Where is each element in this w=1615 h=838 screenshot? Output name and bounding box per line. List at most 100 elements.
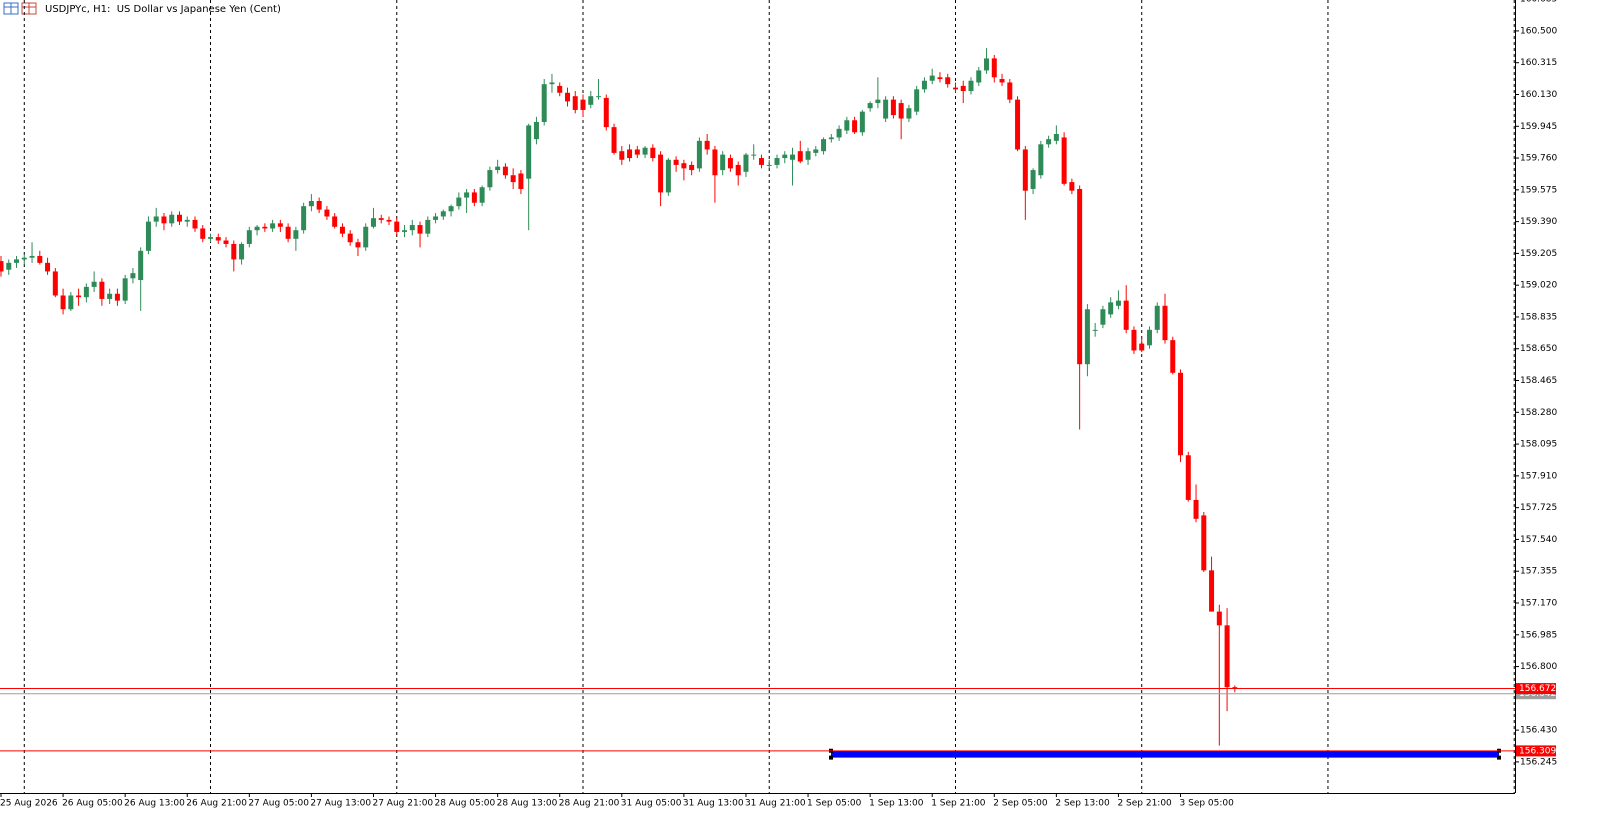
candle-body	[6, 262, 12, 270]
candle-body	[316, 200, 322, 210]
candle-body	[999, 79, 1005, 83]
candle-body	[712, 149, 718, 176]
candle-body	[867, 103, 873, 109]
candle-body	[650, 147, 656, 159]
candle-body	[1216, 611, 1222, 626]
candle-body	[1123, 300, 1129, 330]
y-tick-label: 160.685	[1520, 0, 1557, 5]
candle-body	[417, 225, 423, 234]
y-tick-label: 159.575	[1520, 185, 1557, 195]
candle-body	[634, 149, 640, 155]
candle-body	[215, 237, 221, 241]
candle-body	[976, 70, 982, 83]
candle-body	[813, 149, 819, 153]
candle-body	[52, 271, 58, 296]
y-tick-label: 160.315	[1520, 58, 1557, 68]
candle-body	[1100, 309, 1106, 325]
candle-body	[564, 92, 570, 102]
candle-body	[223, 240, 229, 244]
candle-body	[836, 128, 842, 138]
candle-body	[176, 214, 182, 222]
y-tick-label: 159.205	[1520, 249, 1557, 259]
price-tag	[1516, 683, 1556, 695]
candle-body	[658, 154, 664, 193]
candle-body	[914, 89, 920, 112]
candle-body	[231, 243, 237, 260]
y-tick-label: 158.835	[1520, 312, 1557, 322]
candle-body	[184, 219, 190, 222]
y-tick-label: 157.910	[1520, 471, 1557, 481]
candle-body	[1077, 188, 1083, 365]
y-tick-label: 156.430	[1520, 726, 1557, 736]
candle-body	[37, 255, 43, 263]
candle-body	[0, 261, 4, 272]
x-tick-label: 26 Aug 13:00	[124, 799, 185, 809]
y-tick-label: 156.985	[1520, 630, 1557, 640]
candle-body	[766, 164, 772, 166]
y-tick-label: 157.355	[1520, 567, 1557, 577]
rectangle-handle	[829, 755, 833, 760]
candle-body	[852, 120, 858, 133]
x-tick-label: 27 Aug 05:00	[248, 799, 309, 809]
candle-body	[1061, 137, 1067, 184]
candle-body	[448, 206, 454, 212]
candle-body	[45, 262, 51, 272]
candle-body	[192, 219, 198, 229]
x-tick-label: 1 Sep 05:00	[807, 799, 862, 809]
candle-body	[169, 214, 175, 224]
y-tick-label: 159.390	[1520, 217, 1557, 227]
candle-body	[239, 243, 245, 260]
candle-body	[355, 242, 361, 248]
chart-title: USDJPYc, H1: US Dollar vs Japanese Yen (…	[45, 4, 281, 15]
y-tick-label: 158.095	[1520, 440, 1557, 450]
candle-body	[433, 216, 439, 220]
candle-body	[1092, 329, 1098, 331]
candle-body	[1232, 687, 1238, 689]
candle-body	[1108, 302, 1114, 315]
candle-body	[665, 159, 671, 193]
candle-body	[921, 80, 927, 90]
candle-body	[797, 151, 803, 162]
x-tick-label: 1 Sep 21:00	[931, 799, 986, 809]
rectangle-handle	[1497, 755, 1501, 760]
candle-body	[681, 163, 687, 169]
candle-body	[145, 221, 151, 251]
candle-body	[991, 58, 997, 78]
candle-body	[293, 230, 299, 239]
x-tick-label: 31 Aug 05:00	[621, 799, 682, 809]
x-tick-label: 2 Sep 13:00	[1055, 799, 1110, 809]
y-tick-label: 158.465	[1520, 376, 1557, 386]
x-tick-label: 26 Aug 05:00	[62, 799, 123, 809]
rectangle-object	[831, 750, 1499, 758]
candle-body	[161, 216, 167, 224]
candle-body	[495, 166, 501, 171]
candle-body	[471, 192, 477, 203]
y-tick-label: 159.760	[1520, 154, 1557, 164]
candle-body	[1038, 144, 1044, 176]
candle-body	[1022, 149, 1028, 191]
x-tick-label: 31 Aug 13:00	[683, 799, 744, 809]
x-tick-label: 1 Sep 13:00	[869, 799, 924, 809]
candle-body	[370, 218, 376, 227]
candle-body	[1139, 343, 1145, 351]
candle-body	[208, 237, 214, 239]
candle-body	[906, 108, 912, 119]
candle-body	[1170, 340, 1176, 373]
candle-body	[883, 99, 889, 119]
candle-body	[642, 147, 648, 155]
price-tag-label: 156.672	[1519, 684, 1556, 694]
candle-body	[456, 197, 462, 207]
x-tick-label: 27 Aug 13:00	[310, 799, 371, 809]
candle-body	[596, 96, 602, 98]
candle-body	[533, 121, 539, 140]
candle-body	[153, 216, 159, 222]
symbol-icon	[3, 2, 37, 15]
candle-body	[774, 158, 780, 165]
candle-body	[1193, 499, 1199, 519]
candle-body	[270, 223, 276, 229]
candle-body	[952, 87, 958, 90]
x-tick-label: 28 Aug 05:00	[435, 799, 496, 809]
candle-body	[790, 154, 796, 160]
